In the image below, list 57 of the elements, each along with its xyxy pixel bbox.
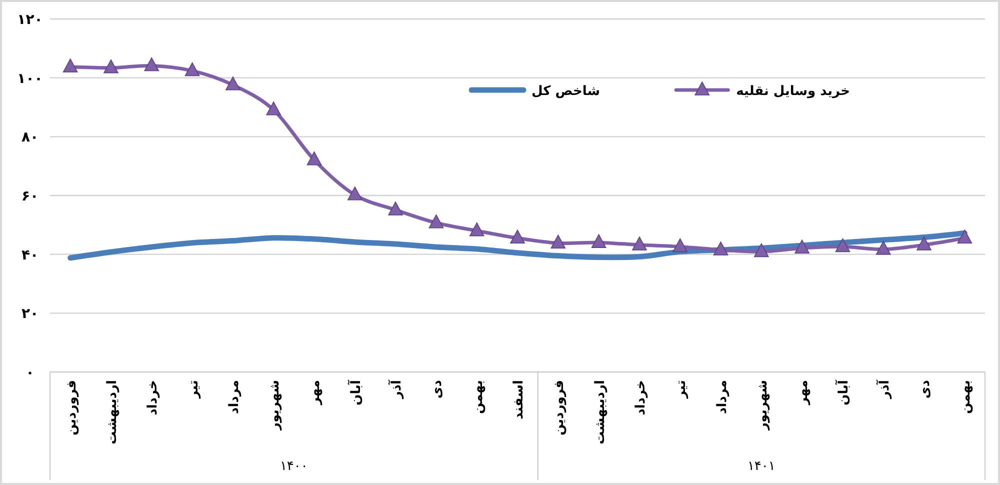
- x-tick-label: تیر: [186, 380, 202, 400]
- point: [550, 234, 566, 249]
- point: [144, 57, 160, 72]
- text: ۱۴۰۱: [747, 459, 776, 474]
- x-tick-label: فروردین: [64, 380, 80, 436]
- legend-label: شاخص کل: [532, 84, 600, 99]
- point: [835, 238, 850, 252]
- x-tick-label: فروردین: [552, 380, 568, 436]
- y-tick-label: ۰: [26, 365, 34, 381]
- point: [632, 236, 647, 250]
- point: [184, 62, 200, 76]
- point: [713, 242, 728, 256]
- point: [388, 202, 403, 216]
- point: [469, 222, 484, 236]
- x-tick-label: اردیبهشت: [104, 380, 120, 444]
- x-tick-label: اردیبهشت: [592, 380, 608, 444]
- point: [306, 152, 322, 166]
- point: [226, 76, 240, 90]
- x-tick-label: مهر: [796, 380, 812, 406]
- x-tick-label: اسفند: [512, 380, 526, 420]
- x-tick-label: آبان: [834, 379, 852, 406]
- x-tick-label: آذر: [875, 379, 892, 400]
- legend-label: خرید وسایل نقلیه: [736, 84, 850, 99]
- y-tick-label: ۱۰۰: [17, 70, 43, 87]
- point: [428, 214, 444, 228]
- point: [957, 230, 972, 244]
- y-tick-label: ۸۰: [21, 130, 39, 146]
- point: [591, 234, 606, 248]
- text: ۱۴۰۰: [280, 459, 308, 474]
- y-tick-label: ۱۲۰: [17, 12, 43, 28]
- x-tick-label: آبان: [346, 379, 364, 406]
- x-tick-label: دی: [918, 380, 934, 399]
- x-tick-label: شهریور: [268, 380, 283, 431]
- x-tick-label: خرداد: [633, 380, 648, 416]
- x-tick-label: آذر: [388, 379, 405, 400]
- x-tick-label: بهمن: [470, 380, 486, 414]
- x-tick-label: شهریور: [755, 380, 770, 431]
- x-tick-label: تیر: [674, 380, 690, 400]
- point: [62, 58, 78, 72]
- point: [266, 102, 281, 116]
- x-tick-label: مرداد: [714, 380, 730, 414]
- x-tick-label: بهمن: [958, 380, 974, 414]
- y-tick-label: ۶۰: [21, 188, 39, 204]
- point: [916, 236, 932, 250]
- point: [104, 59, 118, 74]
- x-tick-label: مهر: [308, 380, 324, 406]
- point: [672, 238, 688, 252]
- y-tick-label: ۴۰: [21, 247, 39, 264]
- x-tick-label: دی: [430, 380, 446, 399]
- point: [794, 240, 810, 254]
- x-tick-label: مرداد: [226, 380, 242, 414]
- x-tick-label: خرداد: [146, 380, 161, 416]
- point: [510, 230, 525, 244]
- point: [347, 186, 362, 200]
- y-tick-label: ۲۰: [21, 306, 39, 322]
- point: [876, 240, 891, 255]
- point: [754, 243, 769, 258]
